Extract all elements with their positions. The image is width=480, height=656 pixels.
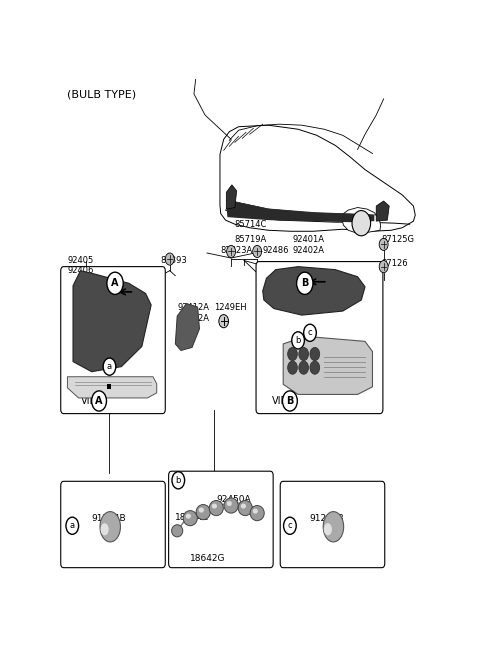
Ellipse shape (172, 525, 183, 537)
Circle shape (92, 391, 107, 411)
Text: b: b (176, 476, 181, 485)
Ellipse shape (238, 501, 252, 516)
Ellipse shape (224, 498, 238, 513)
Text: a: a (107, 362, 112, 371)
Polygon shape (73, 271, 151, 372)
Circle shape (379, 238, 388, 251)
Text: 91214B: 91214B (92, 514, 126, 523)
Circle shape (107, 272, 123, 295)
Text: a: a (70, 522, 75, 530)
Circle shape (282, 391, 297, 411)
Text: 91214B: 91214B (309, 514, 344, 523)
Text: 1249EH: 1249EH (215, 304, 247, 312)
FancyBboxPatch shape (280, 482, 385, 567)
Text: B: B (286, 396, 294, 406)
Polygon shape (227, 200, 374, 222)
Text: 87393: 87393 (160, 255, 187, 264)
FancyBboxPatch shape (168, 471, 273, 567)
Ellipse shape (324, 523, 332, 535)
Polygon shape (220, 125, 415, 232)
Ellipse shape (250, 506, 264, 521)
Ellipse shape (209, 501, 223, 516)
Ellipse shape (183, 510, 197, 525)
Circle shape (284, 517, 296, 535)
Text: VIEW: VIEW (81, 396, 106, 406)
Circle shape (252, 245, 262, 258)
Text: 85719A: 85719A (235, 236, 267, 244)
Polygon shape (226, 185, 237, 209)
Text: c: c (308, 328, 312, 337)
Text: 92405
92406: 92405 92406 (67, 255, 94, 275)
FancyBboxPatch shape (61, 266, 165, 414)
Polygon shape (342, 207, 381, 233)
Text: c: c (288, 522, 292, 530)
Text: 85714C: 85714C (235, 220, 267, 229)
Text: 87126: 87126 (382, 259, 408, 268)
Circle shape (299, 348, 309, 361)
Circle shape (288, 348, 297, 361)
Text: 92412A
92422A: 92412A 92422A (177, 304, 209, 323)
Circle shape (304, 324, 316, 341)
Circle shape (219, 315, 228, 328)
Ellipse shape (199, 508, 204, 512)
Polygon shape (283, 337, 372, 394)
Ellipse shape (100, 512, 120, 542)
Ellipse shape (227, 501, 232, 506)
Ellipse shape (323, 512, 344, 542)
Circle shape (297, 272, 313, 295)
Circle shape (165, 253, 174, 265)
Text: VIEW: VIEW (272, 396, 297, 406)
Circle shape (292, 332, 304, 349)
Text: (BULB TYPE): (BULB TYPE) (67, 90, 137, 100)
Ellipse shape (212, 504, 217, 508)
Text: 87125G: 87125G (382, 236, 415, 244)
Text: 82423A: 82423A (220, 247, 252, 255)
Polygon shape (175, 304, 200, 350)
Circle shape (172, 472, 185, 489)
Polygon shape (376, 201, 389, 221)
Text: 92401A
92402A: 92401A 92402A (292, 236, 324, 255)
Polygon shape (263, 266, 365, 315)
Ellipse shape (196, 504, 210, 520)
Circle shape (66, 517, 79, 535)
Circle shape (288, 361, 297, 374)
Bar (107, 384, 111, 389)
Text: 18644E: 18644E (175, 513, 209, 522)
Circle shape (379, 260, 388, 273)
Text: 92486: 92486 (263, 247, 289, 255)
Text: b: b (295, 336, 301, 345)
Text: A: A (111, 278, 119, 288)
FancyBboxPatch shape (256, 262, 383, 414)
Circle shape (299, 361, 309, 374)
Text: 18642G: 18642G (190, 554, 226, 563)
Text: B: B (301, 278, 309, 288)
Text: A: A (96, 396, 103, 406)
Text: 92450A: 92450A (216, 495, 251, 504)
Circle shape (103, 358, 116, 375)
Circle shape (310, 361, 320, 374)
Circle shape (227, 245, 236, 258)
Ellipse shape (241, 504, 246, 508)
Polygon shape (67, 377, 156, 398)
Circle shape (310, 348, 320, 361)
FancyBboxPatch shape (61, 482, 165, 567)
Ellipse shape (100, 523, 109, 535)
Ellipse shape (252, 508, 258, 514)
Circle shape (352, 211, 371, 236)
Ellipse shape (186, 514, 191, 519)
